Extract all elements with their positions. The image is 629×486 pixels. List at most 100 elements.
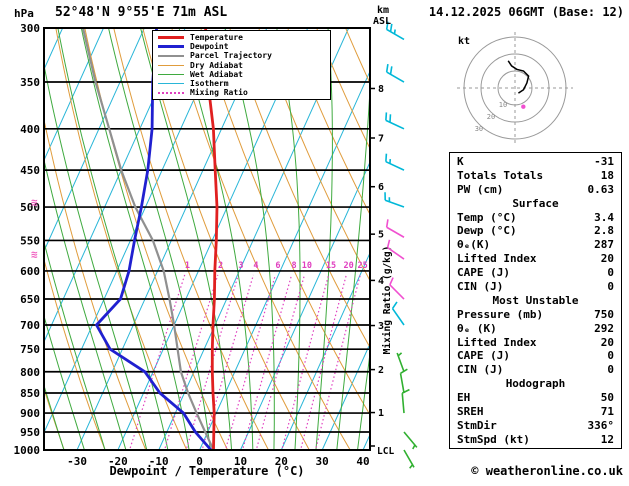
legend: Temperature Dewpoint Parcel Trajectory Dry … [152,30,331,101]
temp-tick-label: 30 [316,455,329,468]
panel-row: CIN (J) 0 [450,280,621,293]
mixing-ratio-axis-label: Mixing Ratio (g/kg) [382,246,393,355]
panel-value: 20 [600,252,614,266]
wind-barb [391,308,405,326]
wind-barb [386,226,405,238]
panel-row: StmSpd (kt) 12 [450,433,621,446]
legend-item: Wet Adiabat [158,70,325,79]
panel-label: Pressure (mb) [457,307,544,321]
temp-tick-label: -20 [108,455,128,468]
temp-tick-label: -10 [149,455,169,468]
mixing-ratio-value-label: 8 [292,261,297,271]
pressure-tick-label: 650 [20,293,40,306]
panel-row: SREH 71 [450,405,621,418]
hodograph-unit-label: kt [458,36,470,47]
wind-barb [403,449,415,468]
panel-row: CAPE (J) 0 [450,349,621,362]
panel-label: Lifted Index [457,335,537,349]
wind-barb [399,373,405,394]
pressure-tick-label: 600 [20,265,40,278]
panel-row: θₑ (K) 292 [450,322,621,335]
panel-label: EH [457,391,471,405]
panel-row: Lifted Index 20 [450,336,621,349]
pressure-tick-label: 450 [20,164,40,177]
legend-label: Isotherm [190,79,229,89]
panel-value: 2.8 [594,224,614,238]
panel-row: Dewp (°C) 2.8 [450,224,621,237]
pressure-tick-label: 300 [20,22,40,35]
pressure-tick-label: 550 [20,234,40,247]
wind-barbs [384,21,418,469]
panel-row: K -31 [450,155,621,168]
pressure-tick-label: 1000 [14,444,41,457]
panel-value: -31 [594,155,614,168]
panel-label: Dewp (°C) [457,224,517,238]
panel-label: CAPE (J) [457,349,510,363]
panel-label: PW (cm) [457,182,504,196]
hodograph-ring-label: 30 [475,125,483,133]
wind-barb [385,119,405,130]
significant-level-marker: ≋ [31,248,38,261]
indices-panel: K -31 Totals Totals 18 PW (cm) 0.63 Surface Tem… [449,152,622,449]
legend-label: Dry Adiabat [190,60,243,70]
panel-value: 292 [594,321,614,335]
hodograph-ring [480,53,550,123]
hodograph-ring [497,70,533,106]
lcl-label: LCL [377,446,394,457]
legend-item: Dry Adiabat [158,61,325,70]
panel-value: 3.4 [594,210,614,224]
temperature-curve [204,28,219,450]
legend-label: Dewpoint [190,42,229,52]
legend-line-sample [158,36,184,40]
pressure-tick-label: 400 [20,123,40,136]
hodograph-trace [507,60,530,94]
temp-tick-label: -30 [67,455,87,468]
panel-value: 336° [587,418,615,432]
pressure-tick-label: 700 [20,319,40,332]
station-title: 52°48'N 9°55'E 71m ASL [55,5,228,20]
legend-line-sample [158,73,184,75]
pressure-tick-label: 950 [20,426,40,439]
panel-row: EH 50 [450,391,621,404]
km-tick-label: 2 [378,365,384,376]
panel-label: SREH [457,405,484,419]
legend-line-sample [158,83,184,85]
mixing-ratio-value-label: 1 [185,261,190,271]
panel-label: CIN (J) [457,363,504,377]
panel-label: Totals Totals [457,168,544,182]
storm-motion-marker [521,104,526,109]
panel-row: CAPE (J) 0 [450,266,621,279]
km-tick-label: 1 [378,408,384,419]
x-axis-label: Dewpoint / Temperature (°C) [109,464,305,478]
copyright-label: © weatheronline.co.uk [471,464,623,478]
legend-item: Temperature [158,33,325,42]
mixing-ratio-value-label: 10 [302,261,312,271]
km-tick-label: 3 [378,321,384,332]
panel-value: 50 [600,391,614,405]
panel-value: 71 [600,405,614,419]
mixing-ratio-value-label: 6 [275,261,280,271]
legend-line-sample [158,91,184,94]
panel-row: Totals Totals 18 [450,169,621,182]
temp-tick-label: 40 [356,455,369,468]
panel-label: Temp (°C) [457,210,517,224]
legend-item: Parcel Trajectory [158,51,325,60]
mixing-ratio-value-label: 20 [343,261,353,271]
dewpoint-curve [94,28,213,450]
wind-barb [387,246,405,260]
pressure-tick-label: 800 [20,366,40,379]
panel-label: θₑ(K) [457,238,491,252]
wind-barb [385,160,405,171]
panel-row: Temp (°C) 3.4 [450,211,621,224]
pressure-unit-label: hPa [14,7,34,20]
km-tick-label: 5 [378,230,384,241]
asl-axis-label: ASL [373,16,392,27]
km-tick-label: 7 [378,134,384,145]
sounding-curves [81,28,219,450]
km-tick-label: 4 [378,276,384,287]
panel-value: 0 [607,266,614,280]
legend-item: Dewpoint [158,42,325,51]
panel-value: 0 [607,280,614,294]
pressure-tick-label: 850 [20,387,40,400]
